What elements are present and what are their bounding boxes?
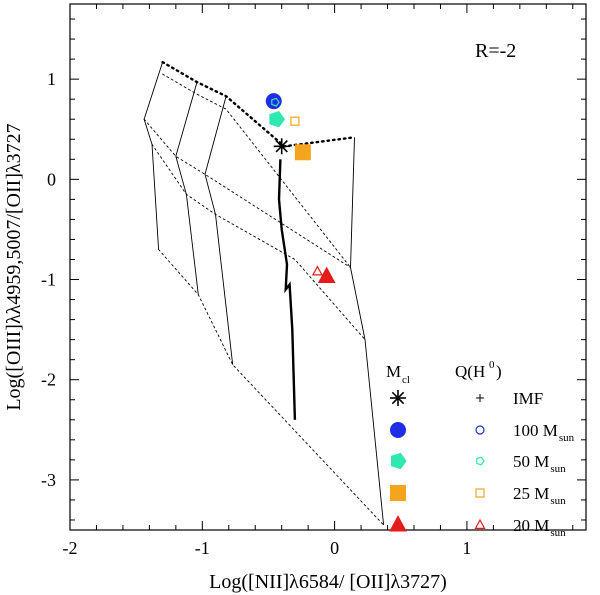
x-axis-label: Log([NII]λ6584/ [OII]λ3727) — [209, 571, 447, 593]
legend-mcl-marker-4 — [389, 515, 407, 532]
grid-solid-line-3 — [350, 137, 385, 526]
qh0-marker-4 — [311, 265, 323, 276]
mcl-marker-3 — [294, 144, 311, 161]
legend-label-sub-4: sun — [550, 527, 566, 539]
x-tick-label-1: -1 — [195, 538, 210, 558]
grid-dotted-line-3 — [158, 249, 385, 526]
legend-label-sub-1: sun — [559, 432, 575, 444]
x-tick-label-3: 1 — [462, 538, 471, 558]
legend-mcl-marker-2 — [391, 452, 407, 470]
grid-dotted-line-1 — [143, 118, 351, 268]
y-tick-label-4: 1 — [47, 69, 56, 89]
grid-solid-line-1 — [175, 81, 199, 295]
legend-header-mcl: M — [386, 362, 401, 381]
qh0-marker-2 — [271, 97, 280, 107]
r-annotation: R=-2 — [475, 40, 516, 62]
legend-header-qh0-sup: 0 — [489, 359, 495, 371]
mcl-marker-0-stroke — [275, 140, 288, 153]
y-axis-label: Log([OIII]λλ4959,5007/[OII]λ3727 — [3, 123, 25, 410]
legend-label-0: IMF — [513, 389, 543, 408]
legend-header-qh0-close: ) — [496, 362, 502, 381]
legend-header-mcl-sub: cl — [402, 374, 410, 386]
thick-track-line — [277, 159, 297, 420]
y-tick-label-2: -1 — [41, 270, 56, 290]
y-tick-label-3: 0 — [47, 169, 56, 189]
legend-label-sub-2: sun — [550, 463, 566, 475]
legend-label-4: 20 M — [513, 516, 549, 535]
y-tick-label-0: -3 — [41, 470, 56, 490]
qh0-marker-3 — [290, 116, 300, 126]
grid-dotted-line-2 — [151, 143, 366, 341]
legend-label-2: 50 M — [513, 452, 549, 471]
legend-qh0-marker-3 — [475, 488, 485, 498]
legend-label-3: 25 M — [513, 484, 549, 503]
x-tick-label-0: -2 — [63, 538, 78, 558]
data-markers — [265, 93, 336, 284]
legend-mcl-marker-0-stroke — [391, 391, 405, 405]
legend-mcl-marker-1 — [390, 422, 406, 438]
legend-header-qh0: Q(H — [455, 362, 485, 381]
legend-mcl-marker-3 — [390, 485, 406, 501]
mcl-marker-2 — [269, 111, 286, 128]
model-grid — [143, 60, 385, 526]
legend-qh0-marker-1 — [475, 425, 485, 435]
axis-ticks: -2 -1 0 1 -3 -2 -1 0 1 — [41, 4, 586, 558]
thick-track — [277, 159, 297, 420]
grid-dotted-line-4 — [162, 73, 351, 268]
legend-label-1: 100 M — [513, 421, 558, 440]
y-tick-label-1: -2 — [41, 370, 56, 390]
legend-label-sub-3: sun — [550, 495, 566, 507]
legend-qh0-marker-2 — [476, 456, 485, 466]
legend-qh0-marker-4 — [474, 518, 486, 529]
plot-frame — [69, 3, 587, 531]
grid-solid-line-0 — [143, 61, 164, 250]
x-tick-label-2: 0 — [330, 538, 339, 558]
grid-dotted-line-0 — [161, 60, 356, 148]
legend-mcl-marker-0 — [390, 390, 406, 406]
grid-solid-line-2 — [204, 96, 234, 365]
legend-qh0-marker-0 — [476, 394, 484, 402]
mcl-marker-0 — [273, 138, 290, 155]
